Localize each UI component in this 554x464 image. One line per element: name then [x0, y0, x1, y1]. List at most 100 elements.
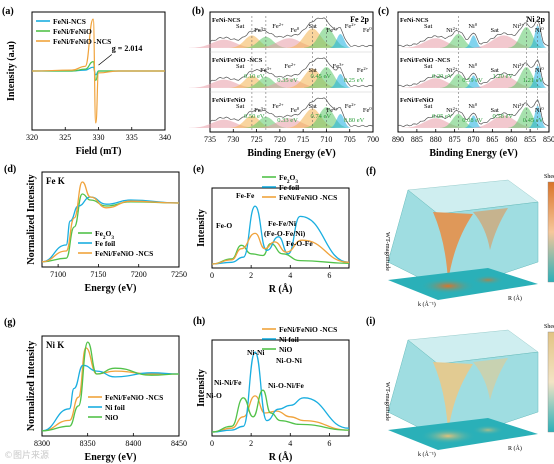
- chem-part: Fe: [272, 103, 279, 110]
- chem-part: i: [110, 413, 112, 422]
- chem-part: t: [431, 23, 433, 30]
- chem-part: t: [431, 103, 433, 110]
- chem-part: f: [114, 403, 117, 412]
- chem-part: N: [103, 249, 109, 258]
- chem-part: S: [309, 23, 313, 30]
- peak-label: Fe0: [290, 26, 300, 35]
- peak-label: Sat: [236, 23, 245, 30]
- chem-part: t: [315, 23, 317, 30]
- plot-h-legend-entry: Ni foil: [279, 335, 299, 344]
- chem-part: e: [110, 393, 114, 402]
- plot-d-xtick-label: 7200: [131, 270, 147, 279]
- chem-part: o: [117, 403, 121, 412]
- plot-c-xlabel: Binding Energy (eV): [429, 148, 517, 159]
- chem-part: S: [491, 27, 495, 34]
- chem-part: a: [428, 103, 431, 110]
- chem-part: e: [100, 249, 104, 258]
- chem-part: N: [138, 249, 144, 258]
- chem-part: F: [71, 37, 76, 46]
- plot-a-legend-entry: FeNi/FeNiO: [53, 27, 92, 36]
- peak-annotation: Ni-O: [206, 391, 222, 400]
- chem-part: t: [243, 23, 245, 30]
- plot-e-xtick-label: 0: [210, 271, 214, 280]
- plot-a-xtick-label: 320: [26, 133, 38, 142]
- chem-part: N: [130, 393, 136, 402]
- spectrum-line: [209, 97, 374, 128]
- chem-part: /: [119, 393, 123, 402]
- chem-part: F: [95, 249, 100, 258]
- peak-label: Fe3+: [327, 26, 339, 35]
- chem-part: Fe: [290, 107, 297, 114]
- floor-hotspot: [472, 425, 504, 435]
- peak-label: Sat: [309, 103, 318, 110]
- chem-part: e: [284, 193, 288, 202]
- plot-b-xtick-label: 725: [251, 135, 263, 144]
- chem-part: C: [144, 249, 149, 258]
- chem-part: S: [333, 193, 337, 202]
- watermark: ©图片来源: [4, 451, 50, 461]
- plot-c-xtick-label: 865: [486, 135, 498, 144]
- row-name: FeNi-NCS: [400, 17, 429, 24]
- peak-label: Fe3+: [260, 66, 272, 75]
- chem-sup: 2+: [279, 22, 284, 27]
- peak-label: Sat: [309, 67, 318, 74]
- plot-g-frame: [41, 335, 180, 437]
- chem-part: i: [310, 325, 312, 334]
- chem-sub: 2: [103, 235, 106, 241]
- spectrum-line: [209, 17, 374, 48]
- plot-g-legend-entry: Ni foil: [105, 403, 125, 412]
- chem-part: o: [107, 239, 111, 248]
- colorbar: [547, 331, 554, 433]
- chem-part: F: [95, 239, 100, 248]
- chem-part: S: [309, 67, 313, 74]
- chem-part: a: [494, 27, 497, 34]
- chem-part: O: [138, 393, 144, 402]
- plot-b-xtick-label: 735: [204, 135, 216, 144]
- chem-part: i: [84, 37, 86, 46]
- chem-part: t: [243, 103, 245, 110]
- chem-part: Fe: [284, 63, 291, 70]
- plot-d-legend-entry: Fe foil: [95, 239, 115, 248]
- panel-label: (e): [193, 164, 204, 175]
- peak-label: Ni2+: [513, 102, 525, 111]
- plot-h-xtick-label: 4: [288, 439, 292, 448]
- plot-h-legend-entry: NiO: [279, 345, 293, 354]
- chem-part: O: [312, 193, 318, 202]
- chem-part: i: [292, 193, 294, 202]
- peak-annotation: Ni-Ni: [247, 348, 265, 357]
- xlabel: R (Å): [508, 294, 522, 302]
- chem-sup: 3+: [339, 62, 344, 67]
- series-line-2: [41, 196, 180, 263]
- chem-part: Fe: [290, 27, 297, 34]
- chem-part: Fe: [254, 107, 261, 114]
- chem-part: i: [84, 27, 86, 36]
- chem-part: /: [67, 37, 71, 46]
- panel-label: (d): [4, 164, 16, 175]
- annotation-arrow: [98, 54, 113, 66]
- shift-label: 0.59 eV: [462, 77, 483, 84]
- chem-part: O: [113, 413, 119, 422]
- chem-part: S: [491, 67, 495, 74]
- chem-sup: 3+: [333, 106, 338, 111]
- chem-part: Fe: [254, 27, 261, 34]
- chem-part: a: [240, 63, 243, 70]
- plot-a-xlabel: Field (mT): [76, 146, 122, 157]
- peak-label: Fe2+: [345, 22, 357, 31]
- chem-part: F: [53, 37, 58, 46]
- peak-label: Fe3+: [333, 62, 345, 71]
- chem-part: S: [236, 63, 240, 70]
- chem-part: N: [279, 335, 285, 344]
- series-line-3: [211, 232, 350, 265]
- peak-label: Ni2+: [513, 62, 525, 71]
- chem-part: i: [310, 193, 312, 202]
- plot-g-xlabel: Energy (eV): [85, 452, 137, 463]
- row-name: FeNi/FeNiO -NCS: [400, 57, 451, 64]
- shift-label: 0.20 eV: [432, 73, 453, 80]
- row-name: FeNi/FeNiO: [400, 97, 434, 104]
- chem-part: S: [424, 63, 428, 70]
- plot-a-xtick-label: 335: [126, 133, 138, 142]
- chem-part: a: [240, 23, 243, 30]
- colorbar-title: Sheet 1: [544, 174, 554, 180]
- plot-d-xtick-label: 7100: [50, 270, 66, 279]
- peak-annotation: Fe-O: [216, 221, 232, 230]
